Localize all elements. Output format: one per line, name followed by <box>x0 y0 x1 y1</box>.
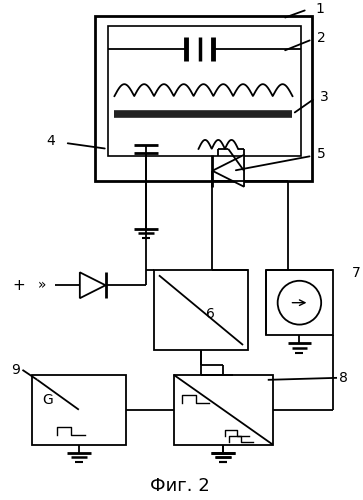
Text: 1: 1 <box>315 2 324 16</box>
Bar <box>107 26 301 156</box>
Bar <box>95 16 312 180</box>
Text: 7: 7 <box>352 266 360 280</box>
Text: Фиг. 2: Фиг. 2 <box>150 478 209 496</box>
Text: 2: 2 <box>317 32 326 46</box>
Text: 3: 3 <box>320 90 329 104</box>
Text: G: G <box>42 393 53 407</box>
Text: 5: 5 <box>317 147 326 161</box>
Text: 4: 4 <box>46 134 55 148</box>
Polygon shape <box>212 155 244 186</box>
Bar <box>266 270 333 335</box>
Bar <box>174 375 273 444</box>
Bar <box>32 375 126 444</box>
Bar <box>154 270 248 350</box>
Text: »: » <box>38 278 46 292</box>
Text: 6: 6 <box>206 307 215 321</box>
Text: 9: 9 <box>12 363 20 377</box>
Polygon shape <box>80 272 106 298</box>
Text: +: + <box>12 278 25 293</box>
Text: 8: 8 <box>339 371 348 385</box>
Circle shape <box>278 281 321 324</box>
